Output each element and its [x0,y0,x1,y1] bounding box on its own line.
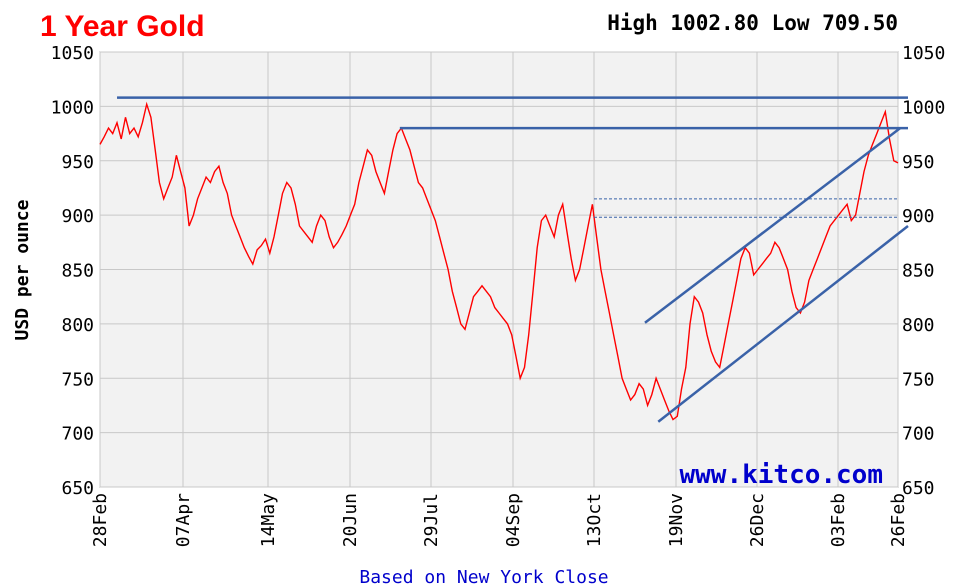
y-axis-right: 650 700 750 800 850 900 950 1000 1050 [902,43,945,499]
y-tick-label-right: 1050 [902,43,945,64]
x-tick-label: 04Sep [503,493,524,547]
x-tick-label: 13Oct [584,493,605,547]
y-tick-label-left: 1050 [51,43,94,64]
x-tick-label: 28Feb [90,493,111,547]
y-tick-label-right: 900 [902,206,935,227]
trendline [657,225,909,423]
x-axis: 28Feb 07Apr 14May 20Jun 29Jul 04Sep 13Oct 19Nov… [90,493,909,547]
y-tick-label-right: 850 [902,261,935,282]
gold-price-line [99,101,899,421]
x-tick-label: 07Apr [173,493,194,547]
x-tick-label: 20Jun [340,493,361,547]
x-tick-label: 26Feb [888,493,909,547]
y-axis-title: USD per ounce [12,199,33,340]
y-tick-label-left: 650 [61,478,94,499]
x-tick-label: 26Dec [747,493,768,547]
y-tick-label-right: 700 [902,424,935,445]
plot-area [99,51,909,488]
x-tick-label: 03Feb [828,493,849,547]
x-tick-label: 19Nov [666,493,687,547]
y-tick-label-right: 750 [902,369,935,390]
y-tick-label-left: 900 [61,206,94,227]
y-axis-left: 650 700 750 800 850 900 950 1000 1050 [51,43,94,499]
x-tick-label: 29Jul [421,493,442,547]
y-tick-label-right: 800 [902,315,935,336]
y-tick-label-right: 1000 [902,97,945,118]
y-tick-label-left: 750 [61,369,94,390]
y-tick-label-left: 850 [61,261,94,282]
y-tick-label-left: 700 [61,424,94,445]
y-tick-label-right: 650 [902,478,935,499]
y-tick-label-left: 800 [61,315,94,336]
chart-title: 1 Year Gold [40,10,205,43]
high-low-stats: High 1002.80 Low 709.50 [607,11,898,35]
trendline [644,127,901,324]
y-tick-label-left: 1000 [51,97,94,118]
y-tick-label-left: 950 [61,152,94,173]
x-tick-label: 14May [258,493,279,547]
kitco-watermark: www.kitco.com [680,460,884,490]
y-tick-label-right: 950 [902,152,935,173]
x-axis-title: Based on New York Close [359,567,608,586]
